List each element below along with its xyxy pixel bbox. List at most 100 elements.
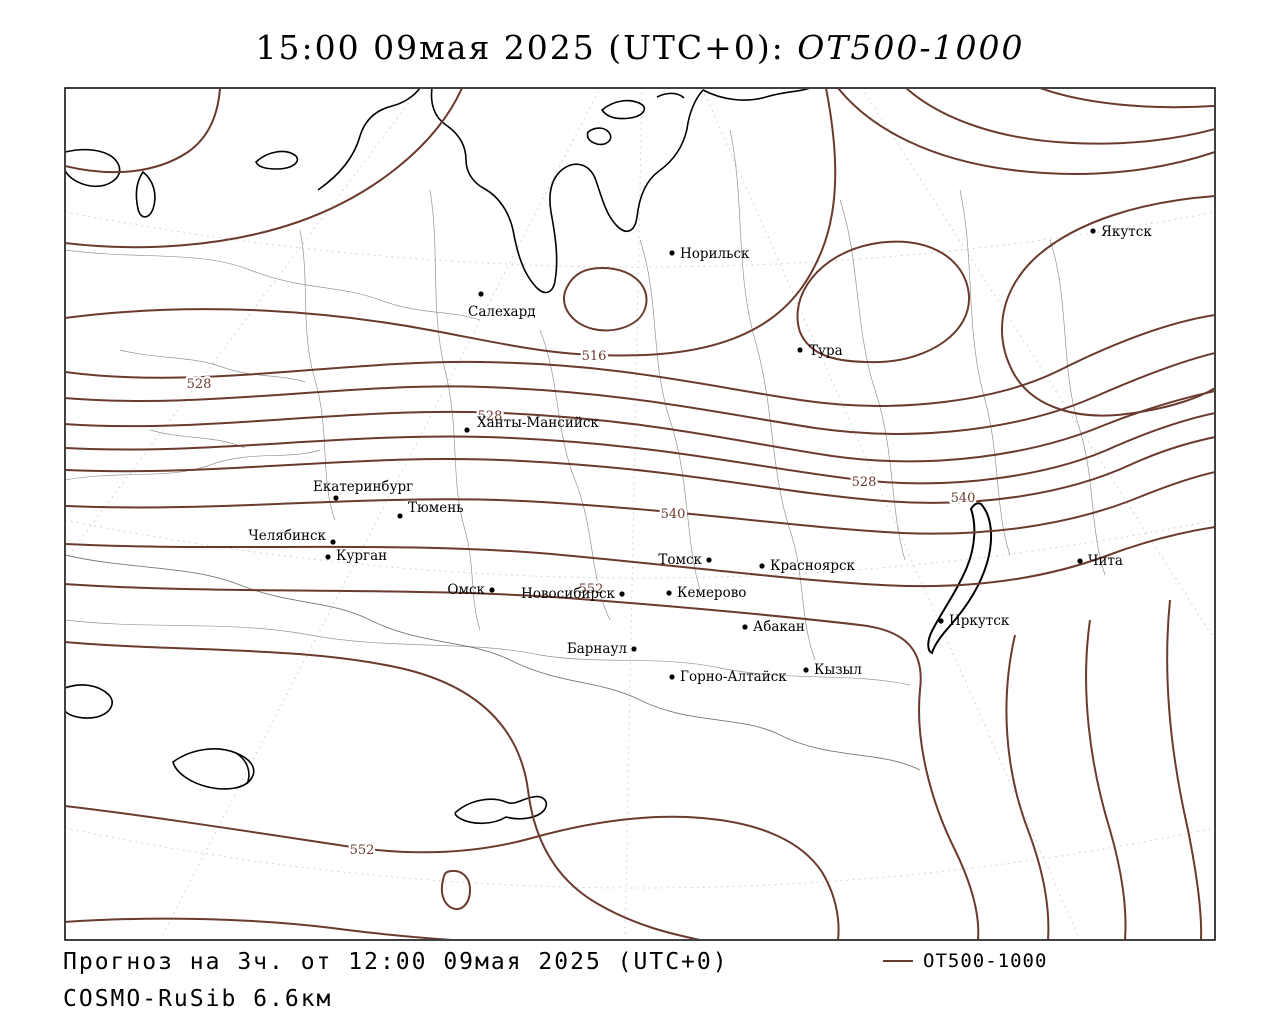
city-label: Ханты-Мансийск xyxy=(477,415,599,431)
contour-labels: 516 528 528 528 540 540 552 552 xyxy=(184,347,978,861)
coastlines-path xyxy=(317,89,421,191)
city-dot xyxy=(669,674,675,680)
city-dot xyxy=(330,539,336,545)
contour-lines-path xyxy=(66,917,453,939)
coastlines-path xyxy=(172,748,255,790)
contour-value-label: 540 xyxy=(951,491,976,506)
map-border xyxy=(64,87,1216,941)
admin-boundaries-path xyxy=(839,199,906,561)
admin-boundaries-path xyxy=(66,619,541,656)
city-label: Кемерово xyxy=(677,585,746,601)
contour-lines-path xyxy=(1085,619,1127,939)
contour-lines-path xyxy=(66,89,221,174)
city-label: Томск xyxy=(658,552,702,568)
contour-lines-path xyxy=(66,583,980,939)
coastlines-path xyxy=(135,170,156,218)
city-dot xyxy=(333,495,339,501)
city-label: Курган xyxy=(336,548,387,564)
contour-value-label: 528 xyxy=(478,409,503,424)
city-dot xyxy=(938,618,944,624)
contour-lines-path xyxy=(66,436,1214,504)
contour-value-label: 552 xyxy=(350,843,375,858)
map-title: 15:00 09мая 2025 (UTC+0): OT500-1000 xyxy=(0,28,1280,67)
admin-boundaries xyxy=(66,129,1106,771)
contour-lines-path xyxy=(66,89,463,249)
contour-lines-path xyxy=(1001,195,1214,417)
city-dot xyxy=(619,591,625,597)
city-label: Омск xyxy=(447,582,485,598)
city-dot xyxy=(397,513,403,519)
contour-lines-path xyxy=(66,314,1214,407)
legend-line-sample xyxy=(883,960,913,962)
city-label: Новосибирск xyxy=(521,586,616,602)
city-dot xyxy=(1077,558,1083,564)
contour-lines-path xyxy=(66,352,1214,435)
graticule-path xyxy=(159,89,601,939)
graticule-path xyxy=(66,211,1214,268)
admin-boundaries-path xyxy=(1049,239,1106,576)
title-field-name: OT500-1000 xyxy=(797,28,1025,67)
city-dot xyxy=(478,291,484,297)
city-label: Екатеринбург xyxy=(313,479,413,495)
graticule-path xyxy=(66,519,1214,579)
city-label: Горно-Алтайск xyxy=(680,669,787,685)
contour-value-label: 528 xyxy=(187,377,212,392)
admin-boundaries-path xyxy=(959,189,1011,556)
title-datetime: 15:00 09мая 2025 (UTC+0): xyxy=(255,28,798,67)
legend: OT500-1000 xyxy=(883,950,1047,972)
city-label: Салехард xyxy=(468,304,536,320)
admin-boundaries-path xyxy=(66,449,321,481)
coastlines-path xyxy=(430,89,704,294)
city-dot xyxy=(742,624,748,630)
city-label: Челябинск xyxy=(248,528,326,544)
contour-value-label: 540 xyxy=(661,507,686,522)
forecast-run-info: Прогноз на 3ч. от 12:00 09мая 2025 (UTC+… xyxy=(63,949,729,975)
city-label: Иркутск xyxy=(949,613,1010,629)
city-label: Барнаул xyxy=(567,641,628,657)
legend-label: OT500-1000 xyxy=(923,950,1048,972)
contour-lines-path xyxy=(66,526,1214,588)
city-label: Норильск xyxy=(680,246,750,262)
graticule-path xyxy=(66,89,420,560)
city-dot xyxy=(669,250,675,256)
contour-value-label: 528 xyxy=(852,475,877,490)
model-info: COSMO-RuSib 6.6км xyxy=(63,985,333,1012)
coastlines-path xyxy=(586,127,612,146)
contour-lines-path xyxy=(66,805,840,939)
contour-lines-path xyxy=(1005,634,1050,939)
contour-lines-path xyxy=(66,412,1214,485)
city-label: Чита xyxy=(1088,553,1123,569)
contour-lines-path xyxy=(440,870,472,910)
admin-boundaries-path xyxy=(539,654,911,686)
forecast-footer: Прогноз на 3ч. от 12:00 09мая 2025 (UTC+… xyxy=(63,944,729,1018)
graticule-path xyxy=(701,89,1081,939)
coastlines-path xyxy=(66,148,121,188)
city-dot xyxy=(797,347,803,353)
contour-lines-path xyxy=(1166,599,1203,939)
admin-boundaries-path xyxy=(119,349,306,383)
admin-boundaries-path xyxy=(66,249,481,321)
city-dot xyxy=(1090,228,1096,234)
graticule-path xyxy=(624,89,643,939)
coastlines-path xyxy=(656,92,685,99)
admin-boundaries-path xyxy=(539,329,611,621)
coastlines-path xyxy=(235,752,250,785)
admin-boundaries-path xyxy=(66,554,921,771)
admin-boundaries-path xyxy=(639,239,701,591)
city-label: Абакан xyxy=(753,619,805,635)
city-markers: Якутск Норильск Салехард Тура Ханты-Мансийск… xyxy=(248,224,1152,685)
contour-lines-path xyxy=(66,390,1214,463)
contour-lines-path xyxy=(563,266,648,332)
coastlines-path xyxy=(600,99,646,120)
graticule-path xyxy=(862,89,1214,640)
contour-lines-path xyxy=(905,89,1214,145)
city-label: Тура xyxy=(809,343,843,359)
admin-boundaries-path xyxy=(429,189,481,631)
graticule xyxy=(66,89,1214,939)
contour-lines-path xyxy=(66,89,837,357)
contour-lines-path xyxy=(66,471,1214,535)
admin-boundaries-path xyxy=(149,429,246,449)
city-dot xyxy=(325,554,331,560)
coastlines-path xyxy=(927,502,992,655)
contour-lines-path xyxy=(796,240,971,364)
